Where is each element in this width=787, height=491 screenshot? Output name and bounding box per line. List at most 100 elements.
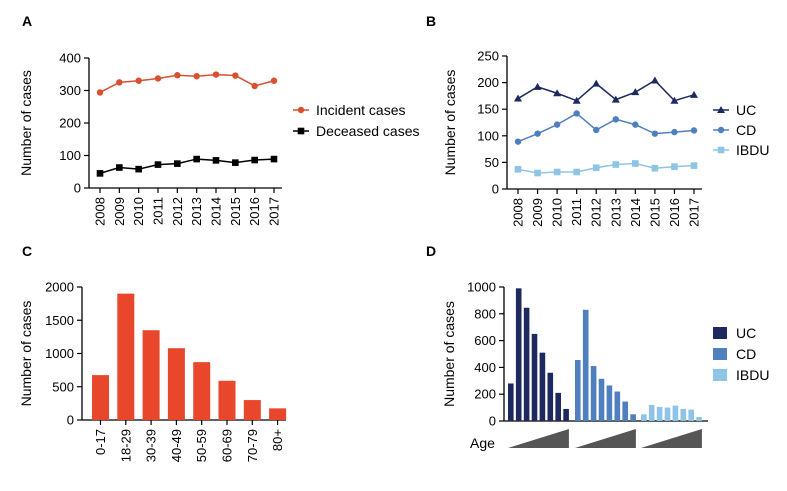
y-tick-label: 1000 (467, 280, 496, 295)
data-point (651, 164, 659, 172)
x-tick-label: 2011 (569, 198, 584, 226)
y-axis-title: Number of cases (18, 70, 34, 176)
data-point (232, 159, 239, 166)
age-wedge-ibdu (641, 429, 702, 448)
data-point (270, 77, 278, 84)
data-point (116, 164, 123, 171)
data-point (96, 170, 104, 177)
y-tick-label: 250 (477, 49, 499, 64)
legend-marker (717, 126, 725, 134)
x-axis-title: Age (470, 435, 495, 451)
y-axis-title: Number of cases (441, 301, 457, 407)
panel-letter: B (426, 13, 436, 29)
data-point (251, 82, 258, 90)
data-point (514, 138, 522, 145)
bar-uc (563, 408, 569, 421)
legend-swatch (713, 327, 727, 339)
x-tick-label: 2016 (247, 197, 262, 226)
data-point (212, 157, 220, 164)
y-tick-label: 200 (477, 75, 499, 90)
data-point (534, 169, 541, 177)
legend-label: CD (736, 346, 756, 362)
bar-cd (630, 414, 636, 421)
data-point (572, 96, 581, 104)
data-point (650, 76, 659, 84)
x-tick-label: 40-49 (169, 429, 184, 462)
bar-age-30-39 (142, 330, 160, 420)
series-line-ibdu (517, 162, 695, 174)
bar-uc (547, 372, 554, 421)
series-line-cd (517, 112, 695, 143)
bar-age-50-59 (193, 362, 211, 420)
legend-swatch (713, 348, 727, 360)
data-point (671, 163, 678, 170)
data-point (671, 128, 678, 136)
y-tick-label: 1000 (45, 346, 74, 361)
data-point (135, 165, 142, 173)
bar-ibdu (656, 406, 663, 421)
bar-ibdu (680, 408, 687, 421)
x-tick-label: 2014 (628, 198, 643, 227)
panel-b-line-chart: B 0 50 100 150 200 250 2008 2009 2010 2011 2012 2013… (426, 13, 769, 227)
data-point (632, 160, 639, 167)
x-tick-label: 50-59 (194, 429, 209, 462)
x-tick-label: 70-79 (245, 429, 260, 462)
data-point (514, 166, 522, 173)
legend-marker (297, 127, 305, 135)
y-tick-label: 2000 (45, 280, 74, 295)
y-tick-label: 0 (492, 182, 499, 197)
data-point (174, 72, 181, 79)
data-point (534, 130, 541, 137)
bar-age-80plus (269, 408, 287, 420)
x-tick-label: 2016 (667, 198, 682, 227)
legend-label: IBDU (736, 142, 769, 158)
data-point (611, 95, 620, 103)
panel-letter: A (22, 13, 32, 29)
bar-uc (555, 392, 561, 421)
data-point (632, 121, 639, 128)
bar-uc (508, 383, 514, 421)
data-point (690, 162, 698, 169)
y-tick-label: 0 (67, 413, 74, 428)
bar-ibdu (664, 407, 671, 421)
y-tick-label: 100 (59, 148, 81, 163)
bar-cd (622, 401, 628, 421)
bar-age-70-79 (243, 400, 261, 420)
panel-a-line-chart: A 0 100 200 300 400 2008 2009 2010 2011 2012 2013 20… (18, 13, 420, 226)
data-point (592, 164, 600, 172)
data-point (514, 94, 522, 102)
bar-ibdu (672, 405, 679, 421)
y-tick-label: 800 (474, 306, 496, 321)
data-point (592, 79, 601, 87)
data-point (690, 90, 698, 98)
data-point (116, 79, 123, 86)
x-tick-label: 2010 (131, 197, 146, 226)
y-tick-label: 50 (485, 155, 499, 170)
data-point (193, 73, 200, 80)
age-wedge-uc (508, 429, 569, 448)
x-tick-label: 2017 (687, 198, 702, 227)
x-tick-label: 2015 (228, 197, 243, 226)
x-tick-label: 60-69 (220, 429, 235, 462)
series-line-deceased-cases (99, 158, 275, 175)
bar-uc (515, 288, 522, 421)
data-point (612, 161, 620, 168)
y-axis-title: Number of cases (18, 301, 34, 407)
y-tick-label: 400 (474, 360, 496, 375)
x-tick-label: 2008 (93, 197, 108, 226)
y-tick-label: 1500 (45, 313, 74, 328)
x-tick-label: 2012 (589, 198, 604, 227)
data-point (553, 168, 561, 176)
data-point (174, 160, 181, 167)
data-point (96, 89, 104, 96)
data-point (533, 82, 542, 90)
data-point (135, 77, 142, 84)
data-point (154, 161, 162, 168)
bar-cd (575, 360, 581, 421)
legend-label: IBDU (736, 367, 769, 383)
bar-age-40-49 (167, 348, 185, 420)
legend-label: CD (736, 122, 756, 138)
panel-letter: C (22, 243, 32, 259)
bar-cd (598, 378, 605, 421)
y-tick-label: 200 (474, 387, 496, 402)
